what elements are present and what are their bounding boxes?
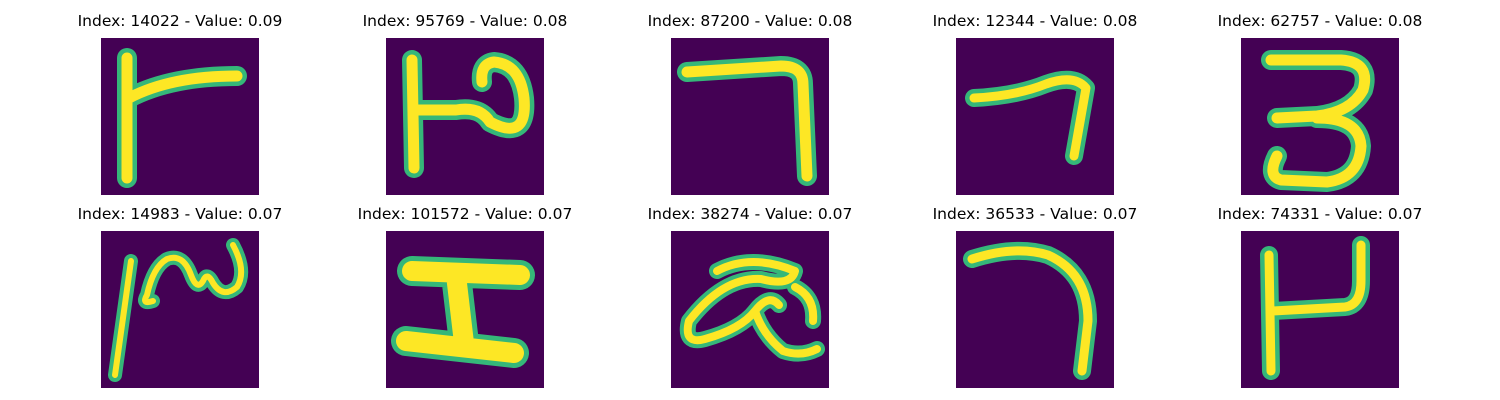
grid-panel: Index: 74331 - Value: 0.07 — [1200, 203, 1440, 393]
panel-title: Index: 38274 - Value: 0.07 — [647, 205, 853, 223]
glyph-image — [101, 38, 259, 195]
glyph-image — [386, 38, 544, 195]
panel-title: Index: 101572 - Value: 0.07 — [357, 205, 573, 223]
glyph-image — [956, 231, 1114, 388]
grid-panel: Index: 87200 - Value: 0.08 — [630, 10, 870, 200]
glyph-drawing — [1261, 50, 1375, 192]
panel-title: Index: 87200 - Value: 0.08 — [647, 12, 853, 30]
grid-panel: Index: 95769 - Value: 0.08 — [345, 10, 585, 200]
panel-title: Index: 14983 - Value: 0.07 — [77, 205, 283, 223]
panel-title: Index: 62757 - Value: 0.08 — [1217, 12, 1423, 30]
glyph-drawing — [108, 238, 249, 382]
grid-panel: Index: 14022 - Value: 0.09 — [60, 10, 300, 200]
glyph-image — [1241, 38, 1399, 195]
grid-panel: Index: 36533 - Value: 0.07 — [915, 203, 1155, 393]
glyph-drawing — [1260, 236, 1370, 380]
grid-panel: Index: 101572 - Value: 0.07 — [345, 203, 585, 393]
glyph-image — [671, 38, 829, 195]
glyph-drawing — [963, 241, 1097, 380]
glyph-drawing — [965, 70, 1095, 165]
glyph-image — [1241, 231, 1399, 388]
glyph-drawing — [117, 48, 247, 188]
panel-title: Index: 36533 - Value: 0.07 — [932, 205, 1138, 223]
glyph-drawing — [677, 56, 817, 186]
grid-panel: Index: 14983 - Value: 0.07 — [60, 203, 300, 393]
grid-panel: Index: 12344 - Value: 0.08 — [915, 10, 1155, 200]
grid-panel: Index: 62757 - Value: 0.08 — [1200, 10, 1440, 200]
glyph-image — [101, 231, 259, 388]
panel-title: Index: 12344 - Value: 0.08 — [932, 12, 1138, 30]
panel-title: Index: 14022 - Value: 0.09 — [77, 12, 283, 30]
panel-title: Index: 74331 - Value: 0.07 — [1217, 205, 1423, 223]
grid-panel: Index: 38274 - Value: 0.07 — [630, 203, 870, 393]
glyph-drawing — [391, 256, 535, 368]
glyph-image — [386, 231, 544, 388]
glyph-drawing — [402, 50, 535, 178]
glyph-drawing — [679, 254, 825, 362]
glyph-image — [671, 231, 829, 388]
panel-title: Index: 95769 - Value: 0.08 — [362, 12, 568, 30]
glyph-image — [956, 38, 1114, 195]
